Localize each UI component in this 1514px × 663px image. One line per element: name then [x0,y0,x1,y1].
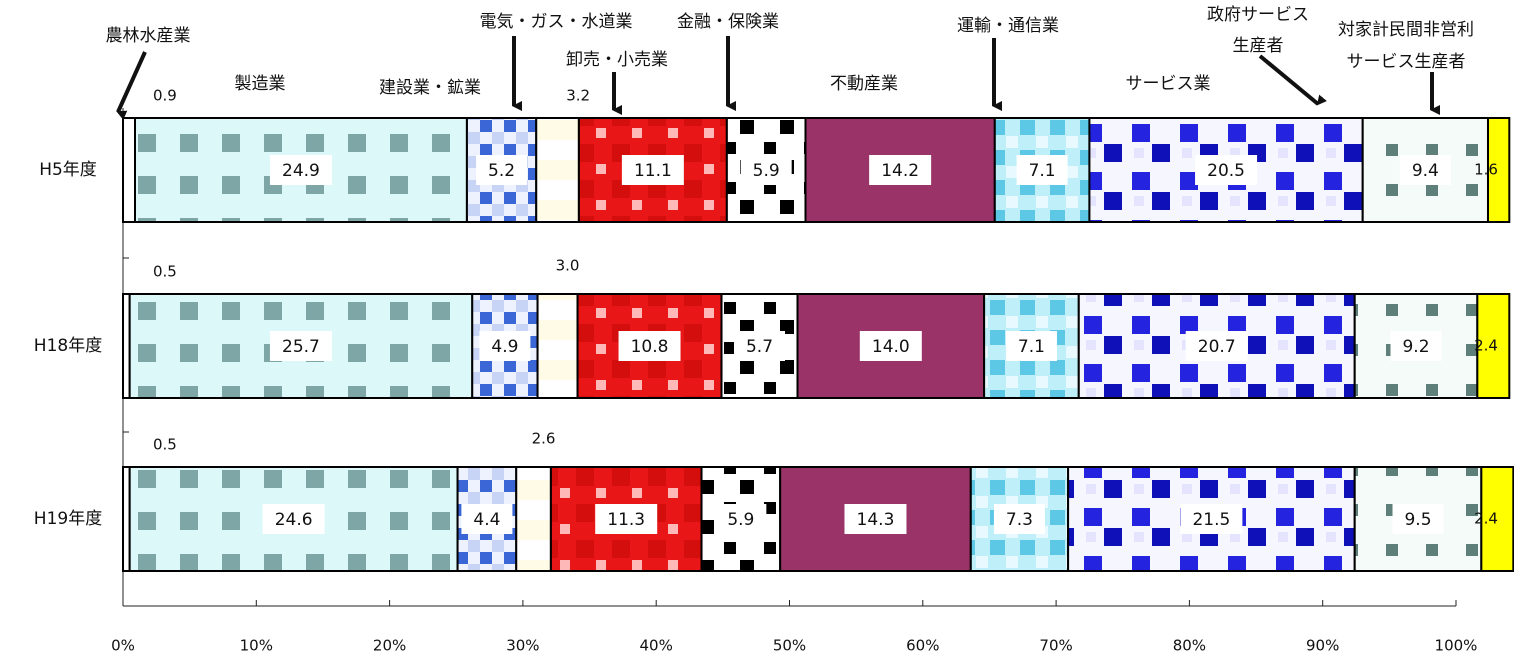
x-tick-label: 0% [111,637,135,655]
series-annotation: サービス業 [1126,74,1211,94]
data-label: 9.4 [1412,161,1439,181]
data-label: 0.5 [153,436,177,454]
data-label-box [621,155,684,185]
data-label: 3.0 [556,257,580,275]
data-label: 4.4 [473,510,500,530]
bar-segment [1480,466,1514,572]
data-label-box [1005,331,1057,361]
series-annotation: 金融・保険業 [677,12,779,32]
data-label-box [1399,155,1451,185]
x-tick-label: 30% [506,637,539,655]
x-tick-label: 20% [373,637,406,655]
data-label: 10.8 [631,337,669,357]
series-annotation: 政府サービス [1207,5,1309,25]
data-label: 2.4 [1474,337,1498,355]
data-label-box [993,504,1045,534]
data-label: 2.6 [532,430,556,448]
data-label: 5.2 [488,161,515,181]
x-tick-label: 100% [1435,637,1478,655]
data-label: 5.7 [746,337,773,357]
category-label: H5年度 [39,160,97,180]
data-label-box [461,504,513,534]
series-annotation: 不動産業 [830,74,898,94]
bars: 24.9 5.2 11.1 5.9 14.2 7.1 20.5 9.4 0.9 3.2 1.6 25.… [122,87,1514,572]
data-label-box [1180,504,1243,534]
data-label: 24.6 [275,510,313,530]
data-label-box [869,155,932,185]
x-tick-label: 40% [640,637,673,655]
data-label-box [844,504,907,534]
data-label: 5.9 [727,510,754,530]
bar-segment [1476,293,1511,399]
data-label-box [476,155,528,185]
data-label-box [1185,331,1248,361]
data-label-box [479,331,531,361]
bar-segment [535,117,580,223]
data-label-box [859,331,922,361]
data-label: 3.2 [566,87,590,105]
bar-segment [515,466,552,572]
data-label: 14.3 [857,510,895,530]
data-label: 0.9 [153,87,177,105]
bar-segment [1486,117,1511,223]
series-annotation: 卸売・小売業 [566,50,668,70]
data-label: 14.2 [881,161,919,181]
data-label-box [1392,504,1444,534]
data-label: 14.0 [872,337,910,357]
x-tick-label: 50% [773,637,806,655]
series-annotation: 生産者 [1233,36,1284,56]
data-label-box [262,504,325,534]
data-label: 9.5 [1404,510,1431,530]
data-label: 20.5 [1207,161,1245,181]
data-label: 11.3 [607,510,645,530]
data-label: 4.9 [491,337,518,357]
series-annotation: 運輸・通信業 [957,16,1059,36]
series-annotation: 対家計民間非営利 [1338,20,1474,40]
series-annotation: サービス生産者 [1347,52,1466,72]
data-label: 7.1 [1018,337,1045,357]
data-label-box [740,155,792,185]
x-tick-label: 90% [1306,637,1339,655]
series-annotation: 建設業・鉱業 [379,78,481,98]
data-label-box [715,504,767,534]
x-tick-label: 80% [1173,637,1206,655]
data-label: 25.7 [282,337,320,357]
data-label: 24.9 [282,161,320,181]
data-label: 11.1 [634,161,672,181]
x-tick-label: 10% [240,637,273,655]
series-annotation: 製造業 [235,74,286,94]
bar-segment [122,117,136,223]
data-label: 2.4 [1474,510,1498,528]
data-label-box [269,331,332,361]
category-label: H18年度 [34,336,102,356]
data-label: 0.5 [153,263,177,281]
x-tick-label: 60% [906,637,939,655]
data-label-box [1195,155,1258,185]
x-tick-label: 70% [1039,637,1072,655]
data-label-box [269,155,332,185]
data-label: 21.5 [1192,510,1230,530]
data-label: 7.3 [1006,510,1033,530]
series-annotation: 電気・ガス・水道業 [480,12,633,32]
annotation-arrow [1258,54,1327,106]
category-labels: H5年度 H18年度 H19年度 [34,160,102,529]
x-axis: 0% 10% 20% 30% 40% 50% 60% 70% 80% 90% 100% [111,108,1477,655]
data-label-box [1390,331,1442,361]
bar-segment [536,293,579,399]
data-label: 5.9 [753,161,780,181]
data-label-box [734,331,786,361]
annotation-arrow [116,51,147,120]
data-label: 7.1 [1029,161,1056,181]
data-label: 9.2 [1402,337,1429,357]
category-label: H19年度 [34,509,102,529]
data-label-box [1016,155,1068,185]
series-annotation: 農林水産業 [106,26,191,46]
data-label: 20.7 [1198,337,1236,357]
data-label-box [618,331,681,361]
data-label: 1.6 [1474,161,1498,179]
data-label-box [595,504,658,534]
